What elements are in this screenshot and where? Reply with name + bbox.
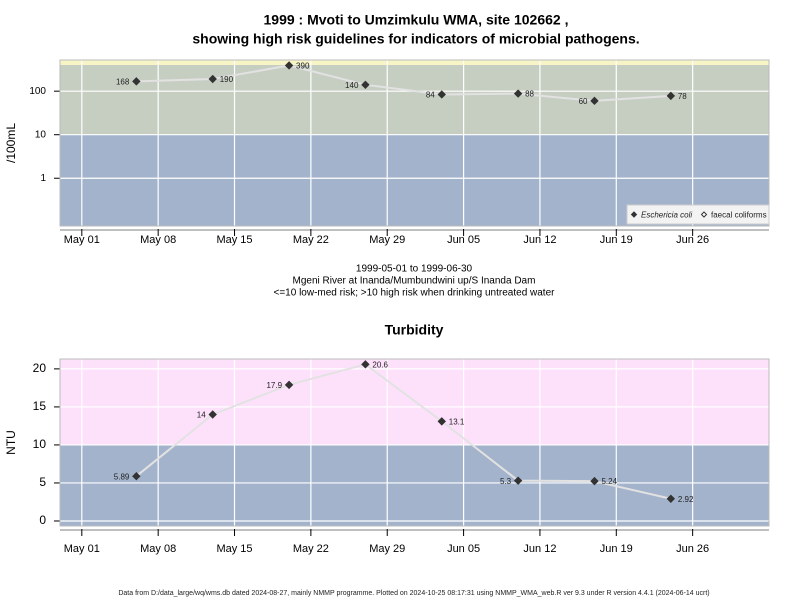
- x-tick-label: Jun 05: [447, 543, 480, 555]
- data-point: [284, 380, 294, 390]
- x-tick-label: Jun 26: [676, 543, 709, 555]
- x-tick-label: May 08: [140, 543, 176, 555]
- data-label: 78: [678, 92, 687, 101]
- chart-note: <=10 low-med risk; >10 high risk when dr…: [274, 288, 556, 299]
- x-tick-label: May 08: [140, 234, 176, 246]
- x-tick-label: May 15: [216, 543, 252, 555]
- x-tick-label: May 29: [369, 234, 405, 246]
- data-point: [513, 89, 523, 98]
- x-tick-label: Jun 19: [600, 234, 633, 246]
- data-point: [132, 471, 141, 481]
- data-point: [513, 476, 523, 485]
- data-label: 88: [525, 90, 534, 99]
- x-tick-label: May 29: [369, 543, 405, 555]
- data-label: 14: [197, 411, 206, 420]
- data-label: 17.9: [266, 381, 282, 390]
- data-point: [666, 91, 676, 101]
- y-tick-label: 10: [33, 437, 47, 451]
- chart-title: Turbidity: [385, 322, 444, 338]
- data-label: 190: [220, 75, 234, 84]
- data-label: 20.6: [372, 360, 388, 369]
- data-label: 140: [345, 81, 359, 90]
- legend-label: faecal coliforms: [711, 211, 767, 220]
- data-point: [132, 77, 141, 86]
- data-point: [437, 417, 446, 426]
- y-tick-label: 0: [39, 513, 46, 527]
- y-tick-label: 5: [39, 475, 46, 489]
- x-tick-label: Jun 12: [523, 543, 556, 555]
- x-tick-label: Jun 19: [600, 543, 633, 555]
- x-tick-label: May 22: [293, 543, 329, 555]
- series-line: [136, 64, 671, 102]
- plot-frame: [59, 358, 770, 527]
- footer: Data from D:/data_large/wq/wms.db dated …: [118, 590, 709, 597]
- y-tick-label: 15: [33, 399, 47, 413]
- data-point: [361, 80, 370, 90]
- x-tick-label: May 15: [216, 234, 252, 246]
- data-label: 168: [116, 77, 130, 86]
- x-tick-label: Jun 12: [523, 234, 556, 246]
- legend-marker: [630, 211, 638, 218]
- series-line: [135, 363, 672, 500]
- data-label: 13.1: [449, 417, 465, 426]
- y-tick-label: 10: [35, 129, 47, 140]
- chart-title: 1999 : Mvoti to Umzimkulu WMA, site 1026…: [264, 12, 569, 28]
- legend-box: [626, 204, 770, 225]
- legend-marker: [700, 211, 708, 218]
- data-point: [590, 96, 599, 106]
- risk-band: [60, 60, 769, 65]
- data-point: [208, 74, 217, 84]
- y-tick-label: 100: [29, 86, 46, 97]
- risk-band: [60, 64, 769, 135]
- chart-note: 1999-05-01 to 1999-06-30: [356, 264, 473, 275]
- data-label: 84: [426, 91, 435, 100]
- x-tick-label: May 22: [293, 234, 329, 246]
- plot-frame: [59, 59, 770, 227]
- x-tick-label: Jun 26: [676, 234, 709, 246]
- data-point: [361, 360, 370, 369]
- data-point: [666, 494, 676, 503]
- data-label: 2.92: [678, 495, 694, 504]
- x-tick-label: May 01: [64, 543, 100, 555]
- data-label: 5.24: [601, 477, 617, 486]
- chart-title: showing high risk guidelines for indicat…: [192, 31, 639, 47]
- data-point: [590, 476, 599, 486]
- data-point: [284, 61, 294, 70]
- y-tick-label: 20: [33, 361, 47, 375]
- data-label: 5.89: [114, 472, 130, 481]
- chart-note: Mgeni River at Inanda/Mumbundwini up/S I…: [293, 276, 536, 287]
- data-point: [437, 90, 446, 99]
- risk-band: [60, 444, 769, 526]
- data-label: 390: [296, 62, 310, 71]
- y-axis-label: NTU: [4, 430, 18, 455]
- data-label: 60: [579, 97, 588, 106]
- data-label: 5.3: [500, 477, 512, 486]
- x-tick-label: Jun 05: [447, 234, 480, 246]
- y-tick-label: 1: [40, 173, 46, 184]
- y-axis-label: /100mL: [4, 123, 18, 163]
- legend-label: Eschericia coli: [641, 211, 692, 220]
- data-point: [208, 410, 217, 419]
- x-tick-label: May 01: [64, 234, 100, 246]
